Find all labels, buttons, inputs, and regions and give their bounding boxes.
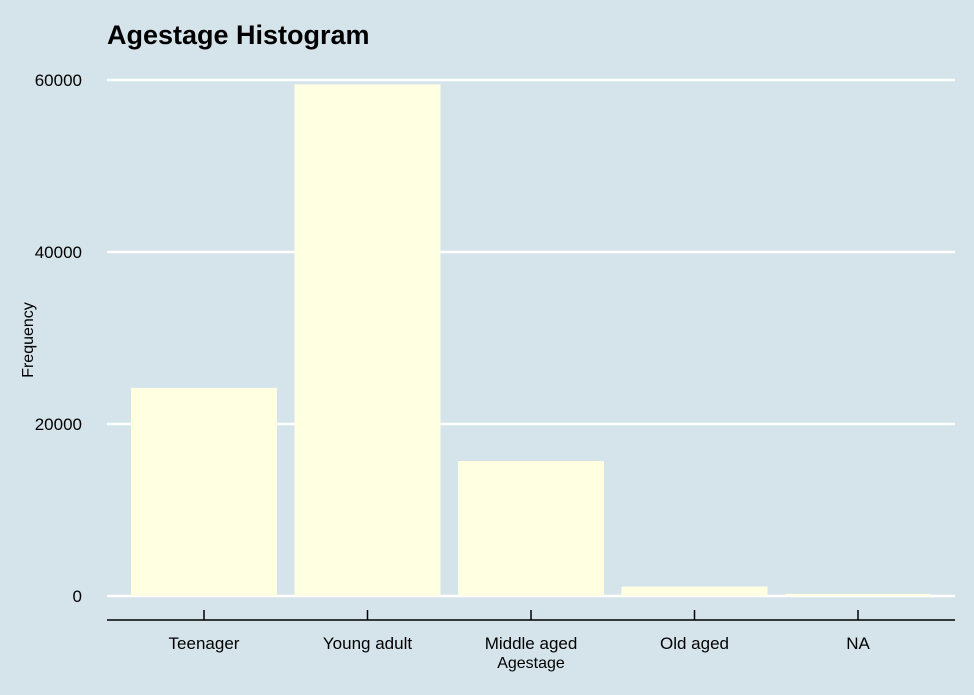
x-axis-label: Agestage	[497, 655, 565, 672]
y-tick-label: 20000	[35, 415, 82, 434]
bar	[458, 460, 604, 596]
bars	[131, 84, 931, 597]
y-tick-label: 40000	[35, 243, 82, 262]
y-tick-label: 0	[73, 587, 82, 606]
x-tick-label: NA	[846, 634, 870, 653]
x-axis: Teenager Young adult Middle aged Old aged NA	[107, 610, 955, 653]
chart-title: Agestage Histogram	[107, 20, 370, 50]
y-axis-ticks: 0 20000 40000 60000	[35, 71, 82, 606]
bar	[294, 84, 441, 597]
y-tick-label: 60000	[35, 71, 82, 90]
y-axis-label: Frequency	[20, 302, 37, 378]
x-tick-label: Middle aged	[485, 634, 578, 653]
bar	[785, 593, 931, 596]
x-tick-label: Old aged	[660, 634, 729, 653]
bar	[621, 586, 768, 596]
x-tick-label: Teenager	[169, 634, 240, 653]
bar	[131, 387, 277, 596]
x-tick-label: Young adult	[323, 634, 412, 653]
